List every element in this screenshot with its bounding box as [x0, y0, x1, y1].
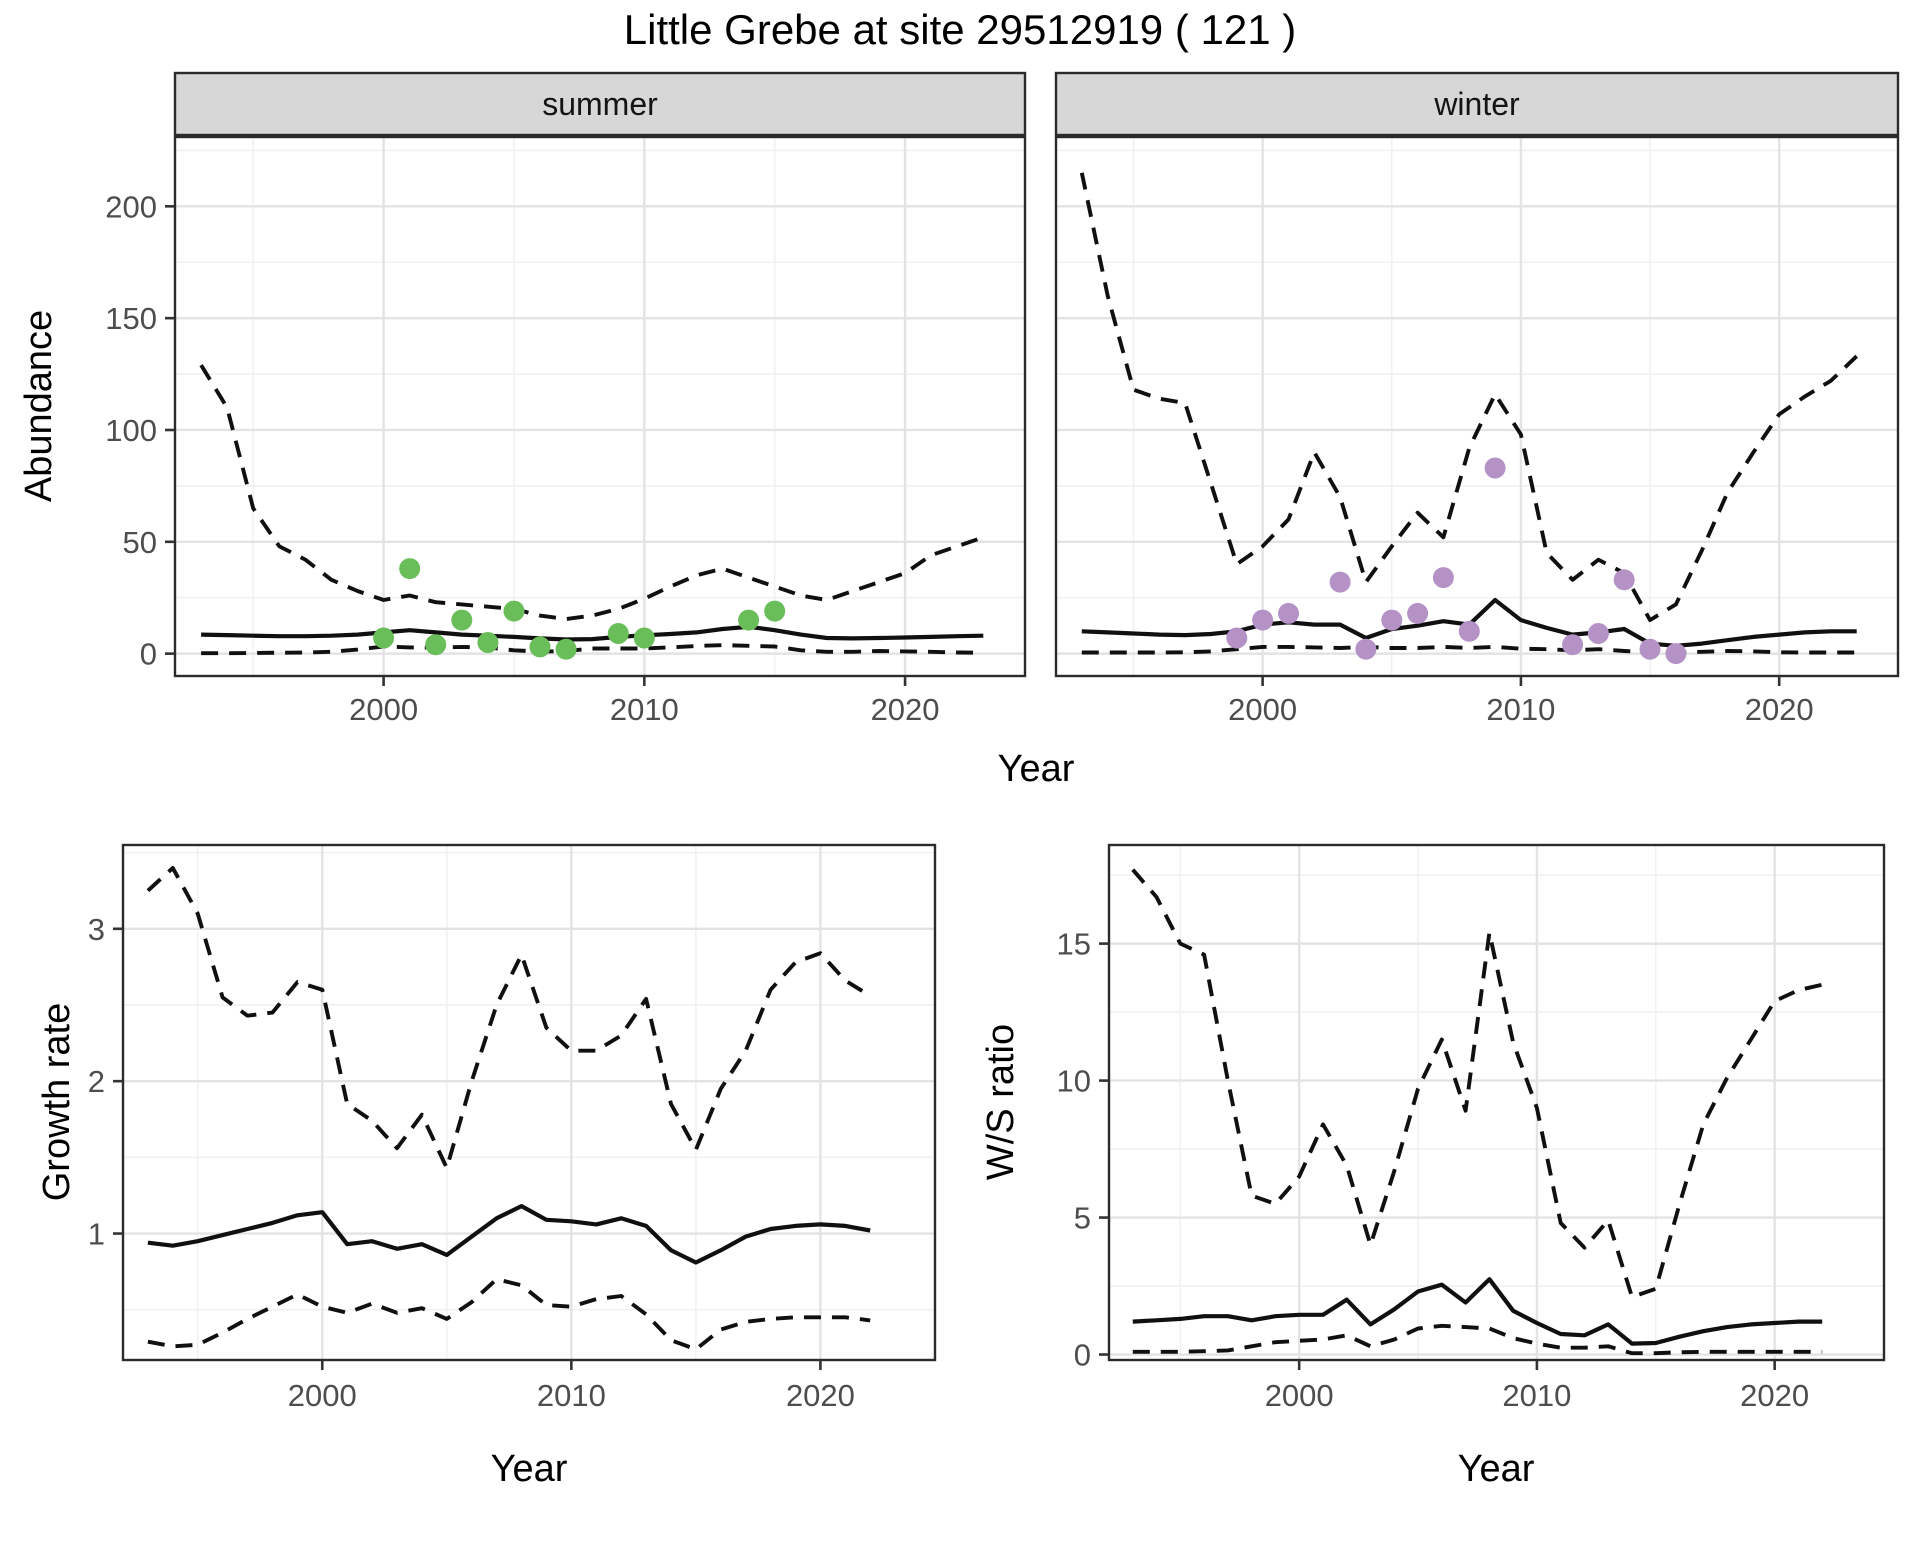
y-tick-label: 3	[88, 912, 105, 947]
x-tick-label: 2000	[1228, 692, 1297, 727]
data-point	[1484, 457, 1506, 479]
panel-background	[1109, 845, 1884, 1360]
x-tick-label: 2020	[786, 1378, 855, 1413]
upper-95ci-line	[199, 364, 984, 621]
growth-rate-svg: 2000 2010 2020 1 2 3	[88, 843, 937, 1413]
panel-background	[123, 845, 935, 1360]
data-point	[1381, 609, 1403, 631]
data-point	[1613, 569, 1635, 591]
data-point	[1407, 602, 1429, 624]
data-point	[633, 627, 655, 649]
data-point	[1587, 623, 1609, 644]
panel-background	[1056, 137, 1898, 676]
facet-strip-label: winter	[1433, 86, 1520, 122]
ws-ratio-y-axis-title: W/S ratio	[980, 1023, 1022, 1181]
y-tick-label: 100	[105, 413, 157, 448]
data-point	[607, 623, 629, 644]
data-point	[1432, 567, 1454, 589]
data-point	[1226, 627, 1248, 649]
x-tick-label: 2020	[871, 692, 940, 727]
abundance-facets-svg: 2000 2010 2020 0 50 100 150 200 summer 2000 2010 20…	[105, 71, 1900, 727]
data-point	[451, 609, 473, 631]
plot-title: Little Grebe at site 29512919 ( 121 )	[623, 6, 1297, 53]
y-tick-label: 1	[88, 1217, 105, 1252]
y-tick-label: 200	[105, 189, 157, 224]
data-point	[399, 558, 421, 580]
data-point	[1252, 609, 1274, 631]
y-tick-label: 150	[105, 301, 157, 336]
x-tick-label: 2010	[610, 692, 679, 727]
x-tick-label: 2010	[1502, 1378, 1571, 1413]
growth-rate-x-axis-title: Year	[490, 1448, 568, 1490]
panel-border	[1107, 843, 1886, 1362]
y-tick-label: 10	[1057, 1064, 1091, 1099]
x-tick-label: 2000	[349, 692, 418, 727]
upper-95ci-line	[146, 865, 872, 1170]
x-tick-label: 2000	[288, 1378, 357, 1413]
x-tick-label: 2000	[1265, 1378, 1334, 1413]
growth-rate-y-axis-title: Growth rate	[36, 1002, 78, 1202]
data-point	[529, 636, 551, 658]
facet-strip	[173, 71, 1027, 137]
data-point	[1329, 571, 1351, 593]
ws-ratio-x-axis-title: Year	[1457, 1448, 1535, 1490]
y-tick-label: 2	[88, 1064, 105, 1099]
data-point	[503, 600, 525, 622]
data-point	[1665, 643, 1687, 665]
data-point	[738, 609, 760, 631]
y-tick-label: 15	[1057, 927, 1091, 962]
abundance-y-axis-title: Abundance	[18, 309, 60, 503]
median-line	[1132, 1277, 1823, 1346]
y-tick-label: 50	[123, 525, 157, 560]
median-line	[147, 1204, 871, 1265]
lower-95ci-line	[1081, 644, 1857, 655]
x-tick-label: 2020	[1745, 692, 1814, 727]
x-tick-label: 2010	[537, 1378, 606, 1413]
data-point	[1562, 634, 1584, 656]
lower-95ci-line	[147, 1277, 871, 1352]
facet-strip-label: summer	[542, 86, 658, 122]
top-x-axis-title: Year	[997, 748, 1075, 790]
data-point	[555, 638, 577, 660]
x-tick-label: 2020	[1740, 1378, 1809, 1413]
y-tick-label: 0	[1074, 1338, 1091, 1373]
median-line	[201, 624, 984, 642]
x-tick-label: 2010	[1486, 692, 1555, 727]
lower-95ci-line	[1132, 1323, 1823, 1356]
data-point	[477, 632, 499, 653]
data-point	[1355, 638, 1377, 660]
data-point	[1458, 620, 1480, 642]
data-point	[1639, 638, 1661, 660]
lower-95ci-line	[201, 643, 984, 656]
data-point	[1278, 602, 1299, 624]
panel-border	[1054, 135, 1900, 678]
data-point	[373, 627, 395, 649]
data-point	[425, 634, 447, 656]
panel-border	[173, 135, 1027, 678]
facet-strip	[1054, 71, 1900, 137]
panel-background	[175, 137, 1025, 676]
y-tick-label: 5	[1074, 1201, 1091, 1236]
ws-ratio-svg: 2000 2010 2020 0 5 10 15	[1057, 843, 1886, 1413]
panel-border	[121, 843, 937, 1362]
upper-95ci-line	[1131, 868, 1823, 1299]
y-tick-label: 0	[140, 637, 157, 672]
data-point	[764, 600, 786, 622]
